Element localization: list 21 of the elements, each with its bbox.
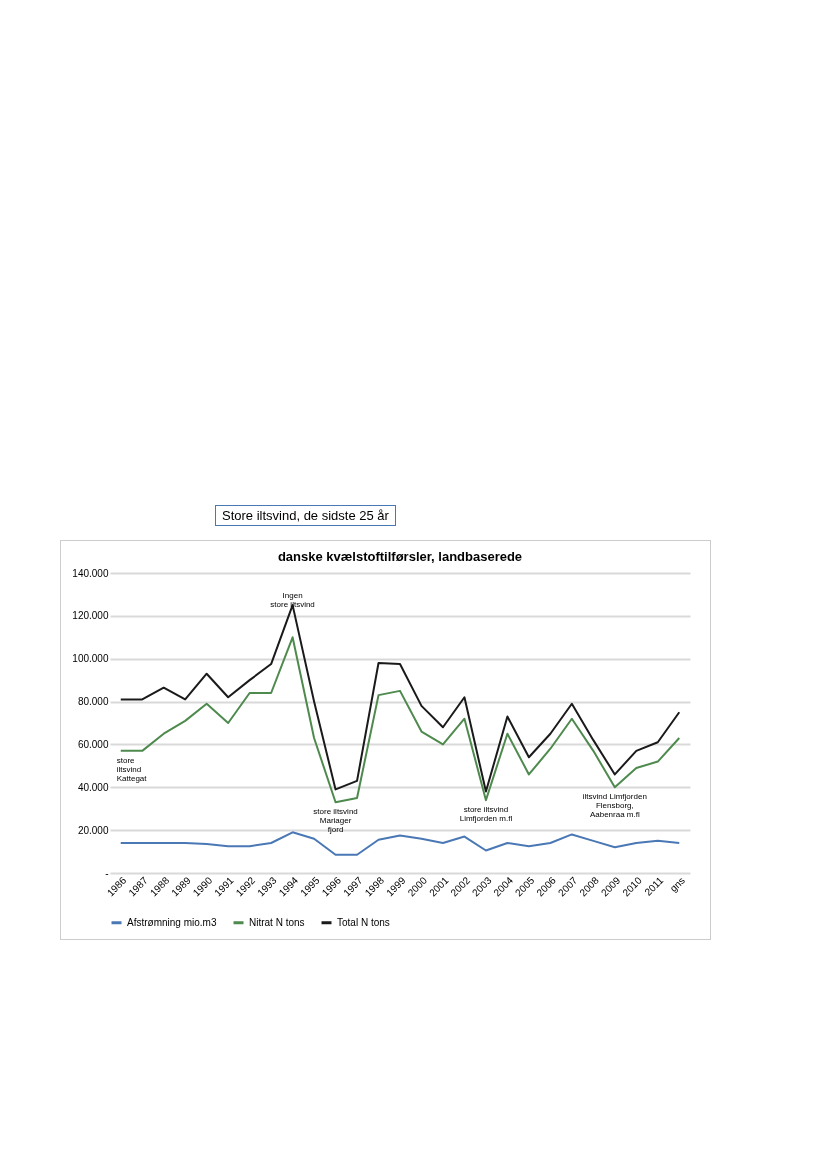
y-tick-label: 80.000	[77, 696, 109, 708]
legend-label: Total N tons	[337, 916, 390, 928]
legend-label: Nitrat N tons	[249, 916, 305, 928]
legend-label: Afstrømning mio.m3	[127, 916, 217, 928]
line-series	[119, 636, 681, 804]
y-tick-label: 60.000	[77, 738, 109, 750]
annotation: store iltsvind Mariager fjord	[313, 807, 358, 835]
y-tick-label: 40.000	[77, 781, 109, 793]
y-tick-label: -	[105, 867, 109, 879]
y-tick-label: 100.000	[72, 653, 109, 665]
y-tick-label: 120.000	[72, 610, 109, 622]
y-tick-label: 20.000	[77, 824, 109, 836]
annotation: store iltsvind Limfjorden m.fl	[459, 805, 513, 824]
annotation: store iltsvind Kattegat	[116, 755, 148, 783]
annotation: iltsvind Limfjorden Flensborg, Aabenraa m.fl	[582, 792, 647, 820]
annotation: Ingen store iltsvind	[270, 591, 315, 610]
line-series	[119, 604, 681, 793]
y-tick-label: 140.000	[72, 567, 109, 579]
chart-subtitle: Store iltsvind, de sidste 25 år	[215, 505, 396, 526]
chart-title: danske kvælstoftilførsler, landbaserede	[277, 549, 523, 564]
x-tick-label: gns	[667, 874, 687, 894]
